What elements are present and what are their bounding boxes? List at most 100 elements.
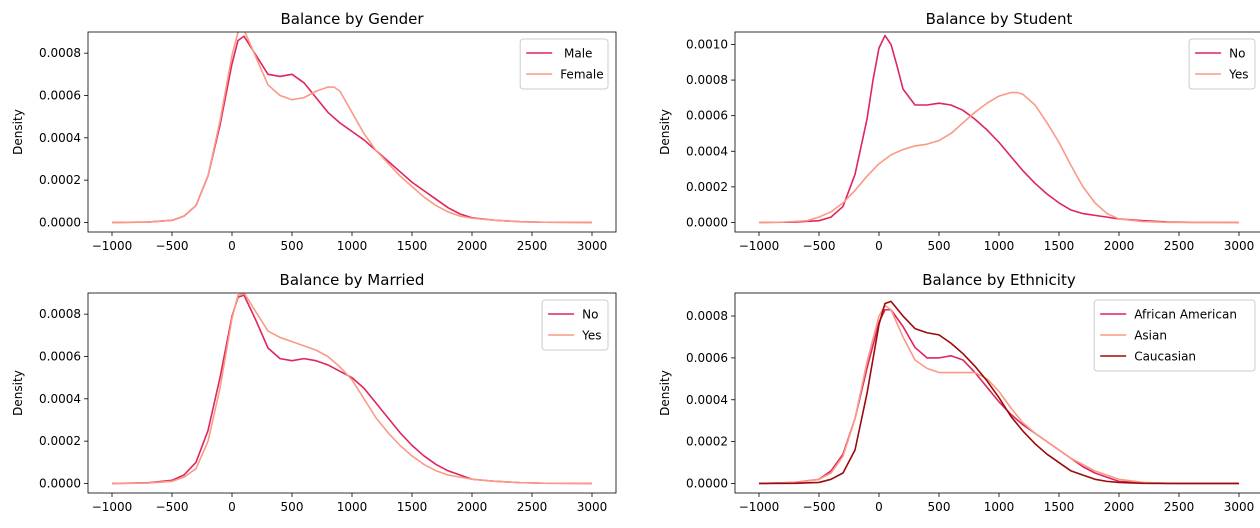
x-tick-label: −500 xyxy=(803,500,836,514)
x-tick-label: 0 xyxy=(875,239,883,253)
series-line-2 xyxy=(758,304,1239,485)
y-tick-label: 0.0002 xyxy=(686,435,728,449)
series-line-2 xyxy=(111,32,593,224)
y-tick-label: 0.0004 xyxy=(686,393,728,407)
y-tick-label: 0.0008 xyxy=(686,309,728,323)
legend-label: No xyxy=(582,308,598,322)
x-tick-label: 1000 xyxy=(984,500,1015,514)
x-tick-label: 1500 xyxy=(1044,239,1075,253)
y-tick-label: 0.0004 xyxy=(686,144,728,158)
y-tick-label: 0.0004 xyxy=(39,131,81,145)
x-tick-label: −500 xyxy=(803,239,836,253)
x-tick-label: 3000 xyxy=(1224,239,1255,253)
legend-label: Yes xyxy=(581,329,601,343)
plot-area xyxy=(758,34,1240,224)
subplot-student: Balance by Student Density −1000 −500 0 500 10… xyxy=(658,10,1260,253)
x-tick-label: 0 xyxy=(228,239,236,253)
x-tick-label: 500 xyxy=(281,239,304,253)
y-tick-label: 0.0008 xyxy=(686,73,728,87)
chart-title: Balance by Married xyxy=(280,271,425,289)
legend-label: African American xyxy=(1134,308,1237,322)
y-axis-label: Density xyxy=(658,370,672,416)
x-tick-label: 2500 xyxy=(517,500,548,514)
series-line-3 xyxy=(758,300,1239,485)
y-tick-label: 0.0008 xyxy=(39,46,81,60)
plot-area xyxy=(111,32,593,224)
x-tick-label: 0 xyxy=(228,500,236,514)
chart-title: Balance by Ethnicity xyxy=(922,271,1076,289)
x-tick-label: −500 xyxy=(156,500,189,514)
subplot-married: Balance by Married Density −1000 −500 0 500 10… xyxy=(11,271,617,514)
legend-label: Caucasian xyxy=(1134,350,1196,364)
legend-box xyxy=(1093,299,1256,372)
axes-frame xyxy=(734,292,1260,494)
y-tick-label: 0.0010 xyxy=(686,37,728,51)
y-tick-label: 0.0006 xyxy=(686,351,728,365)
y-tick-label: 0.0002 xyxy=(39,173,81,187)
x-tick-label: 2500 xyxy=(1164,239,1195,253)
x-tick-label: −500 xyxy=(156,239,189,253)
y-axis-label: Density xyxy=(658,109,672,155)
x-tick-label: 2000 xyxy=(1104,500,1135,514)
legend: Male Female xyxy=(519,38,609,90)
y-tick-label: 0.0000 xyxy=(39,476,81,490)
legend-box xyxy=(519,38,609,90)
legend-label: No xyxy=(1229,47,1245,61)
legend-box xyxy=(1188,38,1256,90)
series-line-2 xyxy=(111,293,593,485)
chart-title: Balance by Student xyxy=(926,10,1073,28)
y-tick-label: 0.0000 xyxy=(39,215,81,229)
legend-label: Asian xyxy=(1134,329,1167,343)
x-tick-label: 500 xyxy=(928,500,951,514)
axes-frame xyxy=(87,31,617,233)
y-tick-label: 0.0004 xyxy=(39,392,81,406)
x-tick-label: 0 xyxy=(875,500,883,514)
x-tick-label: 3000 xyxy=(577,239,608,253)
x-tick-label: 1000 xyxy=(337,500,368,514)
x-tick-label: 500 xyxy=(928,239,951,253)
legend-label: Male xyxy=(560,47,592,61)
x-tick-label: 2000 xyxy=(1104,239,1135,253)
chart-title: Balance by Gender xyxy=(280,10,424,28)
legend: African American Asian Caucasian xyxy=(1093,299,1256,372)
x-tick-label: 3000 xyxy=(1224,500,1255,514)
legend: No Yes xyxy=(541,299,609,351)
x-tick-label: −1000 xyxy=(92,500,133,514)
x-tick-label: 500 xyxy=(281,500,304,514)
legend-box xyxy=(541,299,609,351)
x-tick-label: 1000 xyxy=(984,239,1015,253)
legend: No Yes xyxy=(1188,38,1256,90)
y-tick-label: 0.0006 xyxy=(39,349,81,363)
series-line-1 xyxy=(758,34,1240,224)
y-axis-label: Density xyxy=(11,370,25,416)
x-tick-label: 2000 xyxy=(457,239,488,253)
y-tick-label: 0.0000 xyxy=(686,476,728,490)
y-tick-label: 0.0002 xyxy=(39,434,81,448)
x-tick-label: −1000 xyxy=(739,500,780,514)
series-line-1 xyxy=(111,294,593,485)
x-tick-label: 1500 xyxy=(1044,500,1075,514)
x-tick-label: 2500 xyxy=(1164,500,1195,514)
x-tick-label: 2000 xyxy=(457,500,488,514)
axes-frame xyxy=(87,292,617,494)
y-tick-label: 0.0000 xyxy=(686,215,728,229)
subplot-gender: Balance by Gender Density −1000 −500 0 500 100… xyxy=(11,10,617,253)
axes-frame xyxy=(734,31,1260,233)
plot-area xyxy=(111,293,593,485)
x-tick-label: −1000 xyxy=(739,239,780,253)
legend-label: Yes xyxy=(1228,68,1248,82)
subplot-ethnicity: Balance by Ethnicity Density −1000 −500 0 500… xyxy=(658,271,1260,514)
y-tick-label: 0.0008 xyxy=(39,307,81,321)
plot-area xyxy=(758,300,1239,485)
x-tick-label: 2500 xyxy=(517,239,548,253)
x-tick-label: 3000 xyxy=(577,500,608,514)
x-tick-label: −1000 xyxy=(92,239,133,253)
y-tick-label: 0.0006 xyxy=(39,88,81,102)
x-tick-label: 1000 xyxy=(337,239,368,253)
y-axis-label: Density xyxy=(11,109,25,155)
y-tick-label: 0.0002 xyxy=(686,180,728,194)
x-tick-label: 1500 xyxy=(397,500,428,514)
x-tick-label: 1500 xyxy=(397,239,428,253)
series-line-2 xyxy=(758,91,1239,224)
